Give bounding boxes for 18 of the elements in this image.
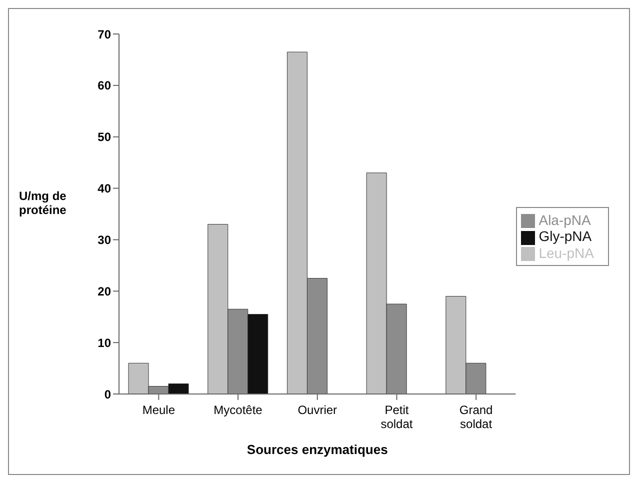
x-tick-label: Ouvrier — [298, 403, 338, 417]
y-axis-title: U/mg de protéine — [19, 189, 68, 217]
x-tick-label: Meule — [142, 403, 176, 417]
y-tick-label: 70 — [98, 27, 112, 42]
y-tick-label: 20 — [98, 284, 112, 298]
x-tick-label: Petit soldat — [380, 403, 414, 431]
y-tick-label: 60 — [98, 78, 112, 93]
y-tick-label: 30 — [98, 232, 112, 247]
y-tick-label: 40 — [98, 182, 112, 196]
legend-label: Leu-pNA — [538, 244, 594, 261]
x-tick-label: Mycotête — [214, 403, 263, 417]
y-tick-label: 50 — [98, 130, 112, 144]
x-tick-label: Grand soldat — [459, 403, 493, 431]
legend-label: Ala-pNA — [538, 212, 591, 228]
x-axis-title: Sources enzymatiques — [246, 442, 388, 457]
y-tick-label: 0 — [104, 387, 112, 402]
y-tick-label: 10 — [98, 336, 112, 350]
legend-label: Gly-pNA — [538, 228, 592, 244]
